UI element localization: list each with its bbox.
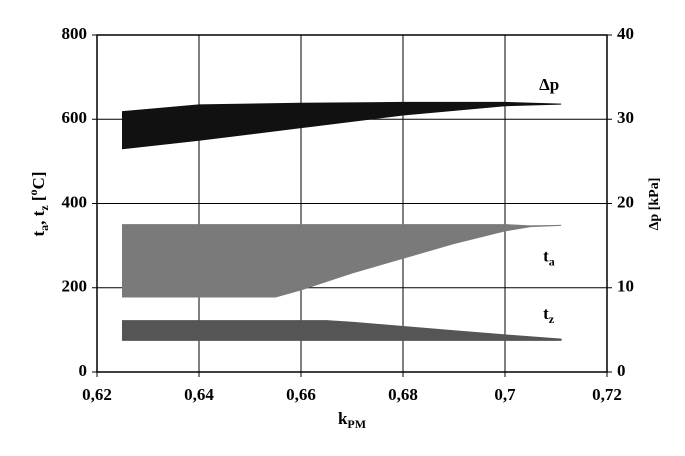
plot-frame [96, 34, 608, 373]
x-tick-label: 0,64 [184, 385, 214, 404]
band [122, 224, 562, 298]
series-label-part: Δp [539, 75, 559, 94]
series-label: ta [543, 246, 555, 268]
y-label-part: [ [29, 195, 48, 205]
y-tick-label: 0 [79, 361, 88, 380]
x-tick-label: 0,7 [494, 385, 516, 404]
y2-tick-label: 10 [617, 277, 634, 296]
y-label-part: t [29, 231, 48, 237]
series-label-part: z [549, 312, 555, 326]
y-tick-label: 600 [62, 108, 88, 127]
y2-tick-label: 30 [617, 108, 634, 127]
band [122, 101, 562, 150]
y2-tick-label: 0 [617, 361, 626, 380]
y2-tick-label: 40 [617, 24, 634, 43]
series-label-part: t [543, 246, 549, 265]
y-label-part: z [37, 205, 51, 211]
y2-tick-label: 20 [617, 192, 634, 211]
y-label-part: o [26, 189, 40, 195]
y-label-part: a [37, 225, 51, 231]
y-axis-label: ta, tz [oC] [26, 171, 51, 236]
x-axis-label: kPM [338, 409, 366, 431]
y-label-part: C] [29, 171, 48, 189]
x-tick-label: 0,62 [82, 385, 112, 404]
series-label: tz [543, 304, 555, 326]
y-tick-label: 200 [62, 277, 88, 296]
series-label: Δp [539, 75, 559, 94]
band [122, 320, 562, 341]
series-label-part: t [543, 304, 549, 323]
y-label-part: , t [29, 210, 48, 225]
x-tick-label: 0,72 [592, 385, 622, 404]
x-tick-label: 0,68 [388, 385, 418, 404]
y-tick-label: 400 [62, 192, 88, 211]
y-tick-label: 800 [62, 24, 88, 43]
series-label-part: a [549, 254, 555, 268]
x-label-part: PM [347, 417, 366, 431]
x-tick-label: 0,66 [286, 385, 316, 404]
y2-axis-label: Δp [kPa] [647, 178, 662, 231]
x-label-part: k [338, 409, 348, 428]
